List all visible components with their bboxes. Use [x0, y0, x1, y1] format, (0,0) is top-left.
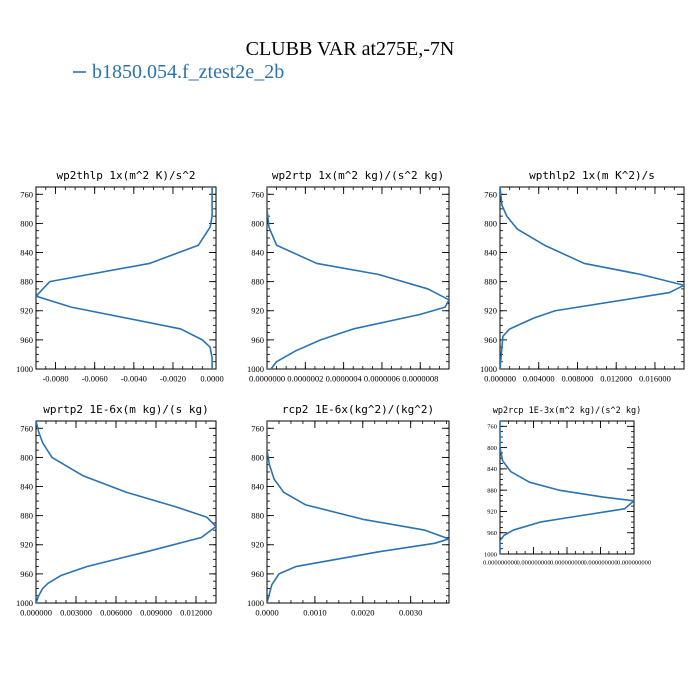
x-tick-label: 0.000000000: [483, 560, 517, 567]
y-tick-label: 880: [20, 511, 33, 521]
y-tick-label: 800: [484, 218, 497, 228]
x-tick-label: 0.0000000: [249, 374, 285, 384]
panels: wp2thlp 1x(m^2 K)/s^2 760 800 840 880 920 960 1…: [16, 169, 685, 618]
legend: b1850.054.f_ztest2e_2b: [73, 61, 284, 83]
plot-frame: [499, 186, 685, 370]
series-line-1: [36, 187, 213, 369]
y-tick-label: 760: [20, 423, 33, 433]
x-tick-label: 0.000000: [20, 608, 52, 618]
chart-panel-2: wp2rtp 1x(m^2 kg)/(s^2 kg) 760 800 840 880 92…: [247, 169, 450, 384]
panel-title: wp2thlp 1x(m^2 K)/s^2: [56, 169, 195, 182]
y-tick-label: 960: [20, 335, 33, 345]
y-tick-label: 1000: [484, 551, 497, 558]
y-tick-label: 1000: [16, 598, 33, 608]
y-tick-label: 840: [251, 481, 264, 491]
x-tick-label: 0.012000: [180, 608, 212, 618]
y-tick-label: 800: [251, 218, 264, 228]
figure-title: CLUBB VAR at275E,-7N: [246, 38, 455, 60]
y-tick-label: 1000: [247, 598, 264, 608]
y-tick-label: 840: [20, 247, 33, 257]
x-tick-label: 0.006000: [100, 608, 132, 618]
chart-panel-5: rcp2 1E-6x(kg^2)/(kg^2) 760 800 840 880 920 96…: [247, 403, 450, 618]
y-tick-label: 880: [251, 511, 264, 521]
y-tick-label: 920: [20, 306, 33, 316]
x-tick-label: 0.0020: [351, 608, 374, 618]
y-tick-label: 960: [484, 335, 497, 345]
y-tick-label: 960: [251, 335, 264, 345]
y-tick-label: 800: [487, 445, 497, 452]
series-line-1: [267, 421, 449, 603]
x-tick-label: 0.000000000: [516, 560, 550, 567]
y-tick-label: 760: [251, 423, 264, 433]
y-tick-label: 920: [487, 509, 497, 516]
x-tick-label: -0.0060: [82, 374, 108, 384]
x-tick-label: 0.008000: [562, 374, 594, 384]
y-tick-label: 1000: [480, 364, 497, 374]
x-tick-label: 0.0010: [303, 608, 326, 618]
x-tick-label: 0.000000000: [583, 560, 617, 567]
y-tick-label: 760: [20, 189, 33, 199]
y-tick-label: 800: [20, 452, 33, 462]
panel-title: wp2rcp 1E-3x(m^2 kg)/(s^2 kg): [493, 406, 641, 416]
y-tick-label: 800: [251, 452, 264, 462]
y-tick-label: 840: [20, 481, 33, 491]
x-tick-label: 0.009000: [140, 608, 172, 618]
x-tick-label: 0.0000: [200, 374, 223, 384]
x-tick-label: 0.000000000: [617, 560, 651, 567]
x-tick-label: 0.004000: [523, 374, 555, 384]
y-tick-label: 1000: [16, 364, 33, 374]
plot-frame: [266, 420, 450, 604]
y-tick-label: 920: [251, 540, 264, 550]
y-tick-label: 880: [484, 277, 497, 287]
legend-label: b1850.054.f_ztest2e_2b: [92, 61, 284, 83]
chart-panel-6: wp2rcp 1E-3x(m^2 kg)/(s^2 kg) 760 800 840 88…: [483, 406, 651, 567]
y-tick-label: 840: [251, 247, 264, 257]
plot-frame: [35, 186, 217, 370]
x-tick-label: 0.0000002: [287, 374, 323, 384]
y-tick-label: 800: [20, 218, 33, 228]
chart-panel-3: wpthlp2 1x(m K^2)/s 760 800 840 880 920 960 100…: [480, 169, 685, 384]
y-tick-label: 760: [484, 189, 497, 199]
x-tick-label: -0.0040: [121, 374, 147, 384]
plot-frame: [499, 420, 635, 555]
x-tick-label: -0.0020: [160, 374, 186, 384]
x-tick-label: 0.0000008: [402, 374, 438, 384]
chart-panel-1: wp2thlp 1x(m^2 K)/s^2 760 800 840 880 920 960 1…: [16, 169, 224, 384]
series-line-1: [500, 421, 634, 554]
chart-panel-4: wprtp2 1E-6x(m kg)/(s kg) 760 800 840 880 920…: [16, 403, 217, 618]
x-tick-label: 0.0000: [255, 608, 278, 618]
y-tick-label: 840: [487, 466, 497, 473]
x-tick-label: 0.000000000: [550, 560, 584, 567]
series-line-1: [36, 421, 216, 603]
y-tick-label: 760: [487, 424, 497, 431]
x-tick-label: 0.012000: [600, 374, 632, 384]
y-tick-label: 840: [484, 247, 497, 257]
x-tick-label: 0.0030: [399, 608, 422, 618]
y-tick-label: 920: [251, 306, 264, 316]
y-tick-label: 960: [20, 569, 33, 579]
y-tick-label: 880: [251, 277, 264, 287]
x-tick-label: 0.016000: [639, 374, 671, 384]
y-tick-label: 960: [251, 569, 264, 579]
y-tick-label: 880: [487, 487, 497, 494]
x-tick-label: 0.0000004: [326, 374, 363, 384]
y-tick-label: 960: [487, 530, 497, 537]
x-tick-label: 0.0000006: [364, 374, 400, 384]
panel-title: wprtp2 1E-6x(m kg)/(s kg): [43, 403, 209, 416]
panel-title: rcp2 1E-6x(kg^2)/(kg^2): [282, 403, 434, 416]
y-tick-label: 920: [20, 540, 33, 550]
y-tick-label: 920: [484, 306, 497, 316]
y-tick-label: 760: [251, 189, 264, 199]
x-tick-label: 0.000000: [484, 374, 516, 384]
series-line-1: [500, 187, 684, 369]
panel-title: wp2rtp 1x(m^2 kg)/(s^2 kg): [272, 169, 444, 182]
x-tick-label: 0.003000: [60, 608, 92, 618]
y-tick-label: 880: [20, 277, 33, 287]
x-tick-label: -0.0080: [42, 374, 68, 384]
panel-title: wpthlp2 1x(m K^2)/s: [529, 169, 655, 182]
y-tick-label: 1000: [247, 364, 264, 374]
series-line-1: [267, 187, 449, 369]
plot-frame: [266, 186, 450, 370]
